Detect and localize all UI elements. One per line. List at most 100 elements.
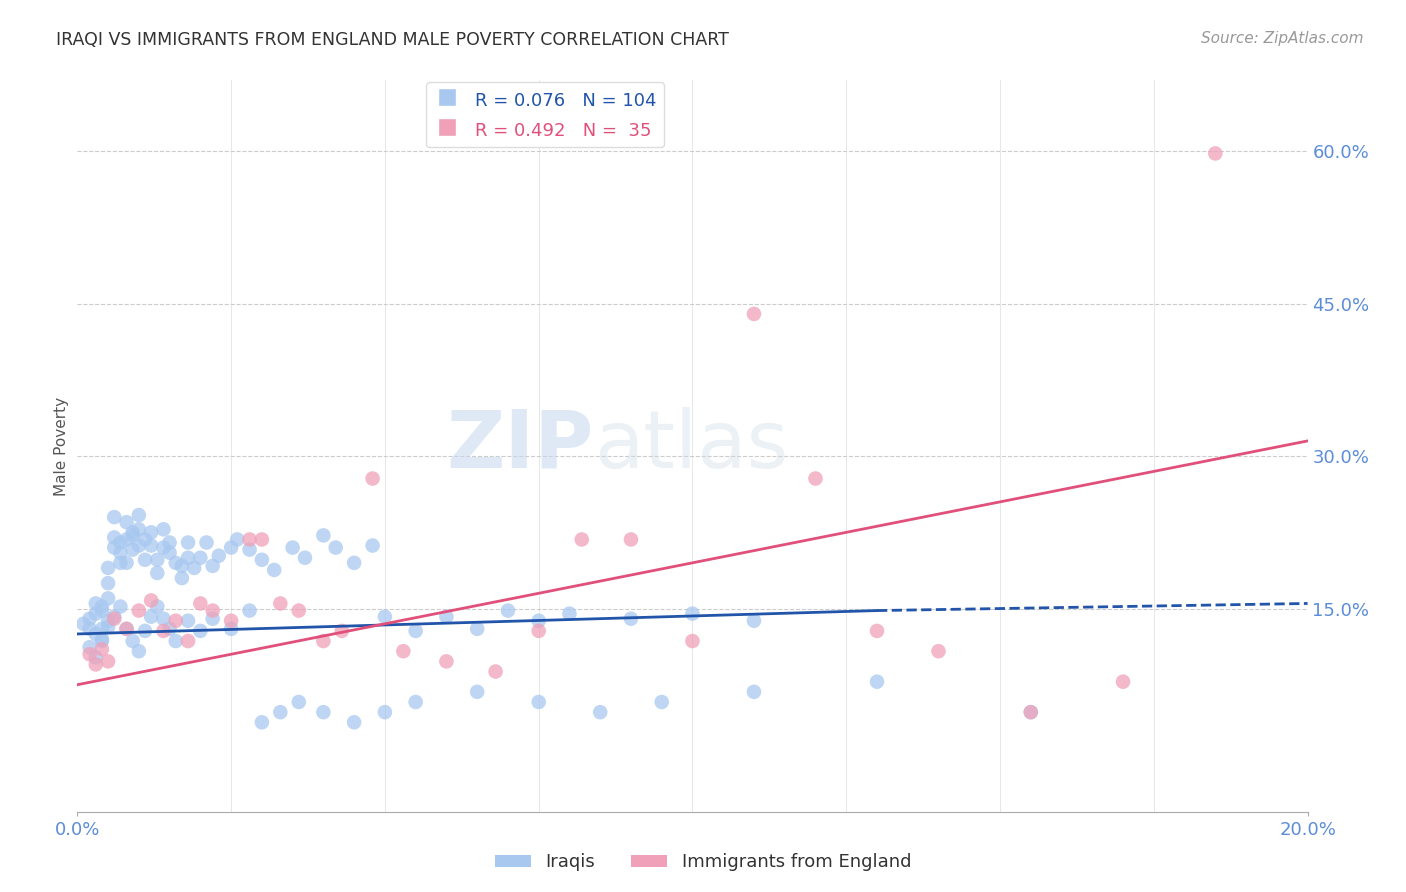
Point — [110, 546, 132, 560]
Point — [312, 705, 335, 719]
Point — [527, 624, 550, 638]
Point — [97, 591, 120, 606]
Point — [1112, 674, 1135, 689]
Legend: Iraqis, Immigrants from England: Iraqis, Immigrants from England — [488, 847, 918, 879]
Point — [436, 654, 458, 668]
Point — [188, 624, 212, 638]
Point — [804, 471, 827, 485]
Point — [866, 674, 889, 689]
Point — [465, 622, 488, 636]
Point — [250, 553, 273, 567]
Point — [742, 685, 765, 699]
Point — [288, 604, 311, 618]
Point — [97, 576, 120, 591]
Point — [201, 612, 224, 626]
Point — [436, 609, 458, 624]
Point — [141, 525, 163, 540]
Point — [72, 616, 94, 631]
Point — [330, 624, 353, 638]
Point — [269, 597, 291, 611]
Point — [239, 533, 262, 547]
Point — [201, 604, 224, 618]
Point — [84, 657, 107, 672]
Point — [90, 622, 114, 636]
Point — [312, 528, 335, 542]
Point — [103, 541, 125, 555]
Point — [152, 612, 174, 626]
Point — [496, 604, 519, 618]
Point — [152, 541, 174, 555]
Point — [115, 556, 138, 570]
Text: IRAQI VS IMMIGRANTS FROM ENGLAND MALE POVERTY CORRELATION CHART: IRAQI VS IMMIGRANTS FROM ENGLAND MALE PO… — [56, 31, 730, 49]
Point — [146, 599, 169, 614]
Point — [485, 665, 508, 679]
Point — [405, 624, 427, 638]
Point — [219, 622, 242, 636]
Point — [239, 604, 262, 618]
Point — [146, 553, 169, 567]
Point — [128, 508, 150, 522]
Point — [682, 634, 704, 648]
Point — [250, 533, 273, 547]
Point — [250, 715, 273, 730]
Point — [97, 561, 120, 575]
Point — [97, 654, 120, 668]
Point — [177, 634, 200, 648]
Point — [103, 510, 125, 524]
Point — [1019, 705, 1042, 719]
Point — [128, 644, 150, 658]
Point — [134, 553, 156, 567]
Point — [90, 599, 114, 614]
Point — [165, 556, 187, 570]
Point — [115, 622, 138, 636]
Point — [571, 533, 593, 547]
Point — [269, 705, 291, 719]
Point — [165, 614, 187, 628]
Point — [79, 622, 101, 636]
Point — [294, 550, 316, 565]
Point — [115, 515, 138, 529]
Point — [134, 533, 156, 547]
Point — [146, 566, 169, 580]
Point — [620, 533, 643, 547]
Point — [188, 550, 212, 565]
Point — [589, 705, 612, 719]
Point — [97, 614, 120, 628]
Point — [115, 622, 138, 636]
Point — [1204, 146, 1226, 161]
Point — [159, 546, 181, 560]
Point — [201, 558, 224, 573]
Point — [97, 620, 120, 634]
Point — [527, 614, 550, 628]
Text: atlas: atlas — [595, 407, 789, 485]
Point — [141, 593, 163, 607]
Point — [1019, 705, 1042, 719]
Point — [84, 597, 107, 611]
Point — [361, 471, 384, 485]
Point — [165, 634, 187, 648]
Point — [103, 612, 125, 626]
Point — [219, 541, 242, 555]
Point — [79, 640, 101, 655]
Point — [90, 642, 114, 657]
Point — [361, 539, 384, 553]
Point — [343, 556, 366, 570]
Legend: R = 0.076   N = 104, R = 0.492   N =  35: R = 0.076 N = 104, R = 0.492 N = 35 — [426, 82, 664, 147]
Point — [742, 307, 765, 321]
Point — [103, 609, 125, 624]
Point — [110, 556, 132, 570]
Point — [152, 522, 174, 536]
Point — [558, 607, 581, 621]
Point — [343, 715, 366, 730]
Point — [170, 571, 193, 585]
Point — [866, 624, 889, 638]
Point — [465, 685, 488, 699]
Point — [651, 695, 673, 709]
Point — [90, 604, 114, 618]
Point — [239, 542, 262, 557]
Point — [392, 644, 415, 658]
Point — [110, 599, 132, 614]
Point — [152, 624, 174, 638]
Point — [134, 624, 156, 638]
Y-axis label: Male Poverty: Male Poverty — [53, 396, 69, 496]
